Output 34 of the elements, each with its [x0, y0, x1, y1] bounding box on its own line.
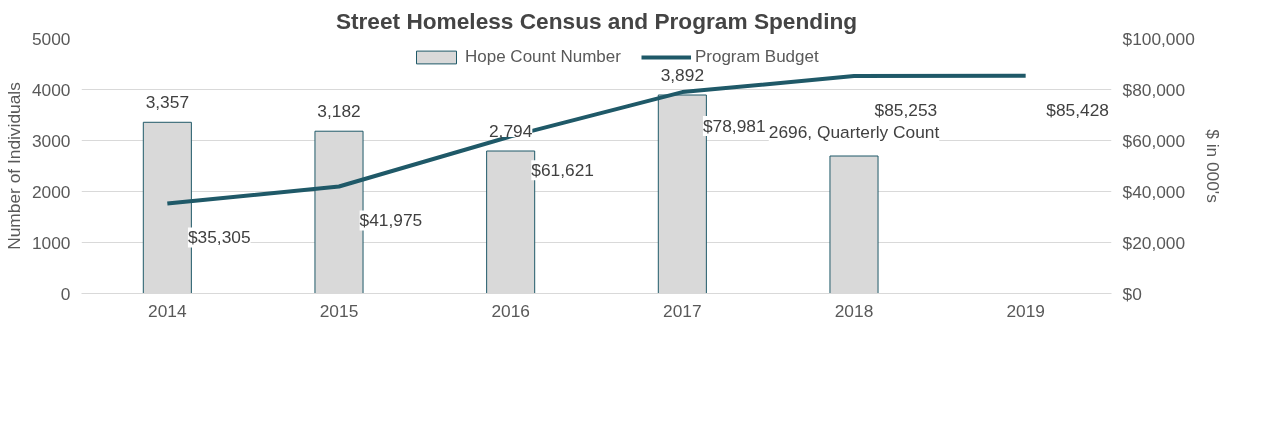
y2-axis-title: $ in 000's: [1202, 129, 1223, 204]
data-label: $41,975: [359, 210, 423, 231]
y-tick-label: 4000: [31, 79, 71, 100]
y2-tick-label: $60,000: [1122, 130, 1186, 151]
data-label: $35,305: [187, 227, 251, 248]
y2-tick-label: $40,000: [1122, 181, 1186, 202]
y2-tick-label: $20,000: [1122, 232, 1186, 253]
x-tick-label: 2014: [148, 300, 187, 321]
legend-label: Hope Count Number: [465, 47, 621, 67]
chart-title: Street Homeless Census and Program Spending: [335, 7, 858, 34]
y2-tick-label: $80,000: [1122, 79, 1186, 100]
x-tick-label: 2019: [1006, 300, 1045, 321]
y-tick-label: 3000: [31, 130, 71, 151]
x-tick-label: 2018: [834, 300, 874, 321]
data-label: $61,621: [531, 160, 594, 181]
x-tick-label: 2016: [491, 300, 530, 321]
y-tick-label: 0: [60, 283, 71, 304]
data-label: $85,253: [874, 100, 938, 121]
y-tick-label: 5000: [31, 28, 71, 49]
y2-tick-label: $100,000: [1122, 28, 1195, 49]
data-label: 2,794: [488, 121, 533, 142]
x-tick-label: 2015: [319, 300, 359, 321]
data-label: 2696, Quarterly Count: [768, 122, 940, 142]
data-label: $85,428: [1046, 99, 1109, 120]
y2-tick-label: $0: [1122, 283, 1142, 304]
legend-label: Program Budget: [694, 47, 819, 67]
y-tick-label: 2000: [31, 181, 71, 202]
data-label: 3,357: [145, 92, 190, 113]
x-tick-label: 2017: [663, 300, 702, 321]
y-axis-title: Number of Individuals: [3, 81, 24, 250]
y-tick-label: 1000: [31, 232, 71, 253]
data-label: $78,981: [702, 116, 766, 137]
data-label: 3,892: [660, 65, 705, 86]
data-label: 3,182: [317, 101, 361, 122]
